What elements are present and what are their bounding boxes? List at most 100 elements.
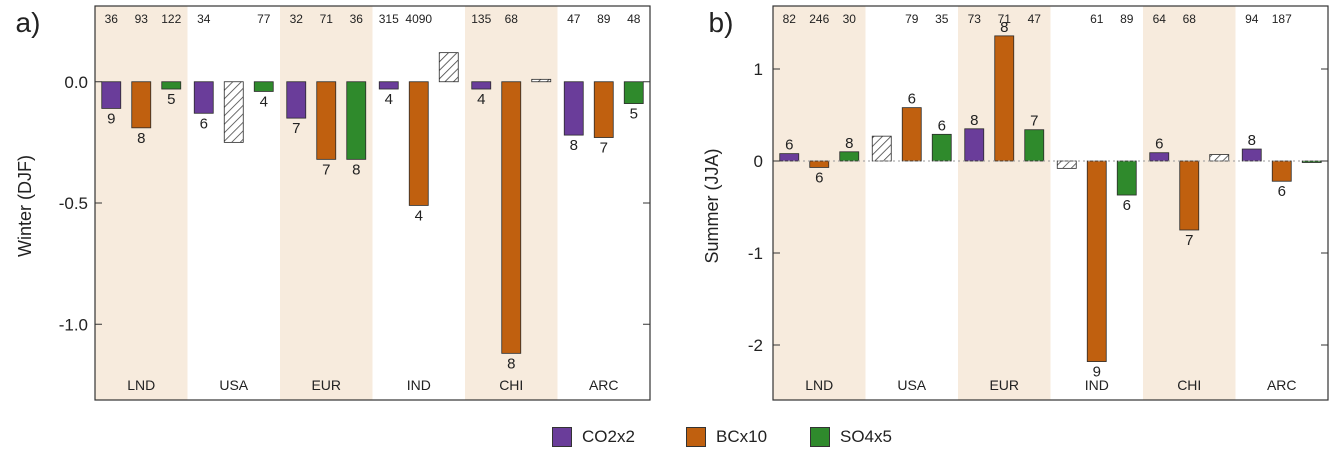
bar-so4-arc — [1301, 160, 1322, 163]
category-label-ind: IND — [407, 377, 431, 393]
top-count-label: 64 — [1153, 12, 1167, 26]
bar-label: 4 — [415, 207, 423, 224]
y-tick-label: -1 — [748, 244, 763, 263]
category-label-chi: CHI — [499, 377, 523, 393]
bar-so4-eur — [346, 81, 367, 160]
bar-co2-lnd — [779, 153, 800, 162]
top-count-label: 32 — [290, 12, 304, 26]
category-label-lnd: LND — [805, 377, 833, 393]
bar-so4-ind — [438, 52, 459, 83]
top-count-label: 36 — [350, 12, 364, 26]
bar-label: 6 — [785, 137, 793, 154]
category-label-eur: EUR — [311, 377, 341, 393]
category-label-usa: USA — [897, 377, 926, 393]
top-count-label: 82 — [783, 12, 797, 26]
bar-so4-usa — [931, 133, 952, 162]
top-count-label: 187 — [1272, 12, 1292, 26]
top-count-label: 93 — [135, 12, 149, 26]
bar-label: 8 — [845, 135, 853, 152]
top-count-label: 89 — [1120, 12, 1134, 26]
y-axis-label: Winter (DJF) — [15, 155, 35, 257]
top-count-label: 94 — [1245, 12, 1259, 26]
y-tick-label: 0.0 — [64, 73, 88, 92]
top-count-label: 77 — [257, 12, 271, 26]
y-tick-label: -0.5 — [59, 194, 88, 213]
category-label-arc: ARC — [1267, 377, 1297, 393]
bar-label: 8 — [137, 130, 145, 147]
shade-band-lnd — [95, 6, 188, 400]
bar-bc-ind — [408, 81, 429, 206]
bar-label: 7 — [1185, 232, 1193, 249]
legend-swatch-bc — [686, 427, 706, 447]
bar-bc-ind — [1086, 160, 1107, 362]
category-label-ind: IND — [1085, 377, 1109, 393]
bar-label: 5 — [630, 106, 638, 123]
bar-co2-arc — [563, 81, 584, 136]
legend-swatch-co2 — [552, 427, 572, 447]
top-count-label: 48 — [627, 12, 641, 26]
bar-label: 8 — [352, 161, 360, 178]
bar-so4-chi — [531, 78, 552, 83]
legend-swatch-so4 — [810, 427, 830, 447]
top-count-label: 246 — [809, 12, 829, 26]
top-count-label: 71 — [998, 12, 1012, 26]
category-label-usa: USA — [219, 377, 248, 393]
bar-label: 5 — [167, 91, 175, 108]
bar-bc-chi — [501, 81, 522, 354]
category-label-lnd: LND — [127, 377, 155, 393]
bar-label: 8 — [1000, 19, 1008, 36]
plot-frame — [772, 5, 1329, 401]
bar-label: 6 — [1155, 136, 1163, 153]
bar-so4-arc — [623, 81, 644, 104]
bar-label: 8 — [970, 112, 978, 129]
bar-so4-lnd — [161, 81, 182, 90]
top-count-label: 315 — [379, 12, 399, 26]
bar-so4-chi — [1209, 154, 1230, 162]
top-count-label: 30 — [843, 12, 857, 26]
top-count-label: 89 — [597, 12, 611, 26]
bar-label: 7 — [1030, 113, 1038, 130]
bar-bc-lnd — [809, 160, 830, 168]
bar-bc-usa — [223, 81, 244, 143]
bar-bc-chi — [1179, 160, 1200, 231]
bar-so4-usa — [253, 81, 274, 92]
bar-label: 4 — [477, 91, 485, 108]
bar-label: 6 — [1123, 197, 1131, 214]
top-count-label: 68 — [1183, 12, 1197, 26]
bar-so4-ind — [1116, 160, 1137, 196]
bar-label: 9 — [107, 110, 115, 127]
bar-so4-lnd — [839, 151, 860, 162]
bar-label: 6 — [200, 115, 208, 132]
bar-bc-arc — [593, 81, 614, 138]
bar-label: 8 — [507, 355, 515, 372]
bar-label: 6 — [1278, 183, 1286, 200]
category-label-arc: ARC — [589, 377, 619, 393]
bar-co2-usa — [193, 81, 214, 114]
bar-co2-ind — [378, 81, 399, 90]
top-count-label: 68 — [505, 12, 519, 26]
top-count-label: 47 — [567, 12, 581, 26]
top-count-label: 61 — [1090, 12, 1104, 26]
bar-label: 8 — [570, 137, 578, 154]
y-tick-label: -2 — [748, 336, 763, 355]
y-tick-label: 0 — [754, 152, 763, 171]
top-count-label: 34 — [197, 12, 211, 26]
y-tick-label: 1 — [754, 60, 763, 79]
top-count-label: 135 — [471, 12, 491, 26]
legend-item-so4: SO4x5 — [810, 424, 892, 450]
top-count-label: 73 — [968, 12, 982, 26]
shade-band-lnd — [773, 6, 866, 400]
legend: CO2x2 BCx10 SO4x5 — [0, 424, 1336, 450]
top-count-label: 35 — [935, 12, 949, 26]
bar-label: 6 — [938, 117, 946, 134]
bar-bc-eur — [316, 81, 337, 160]
top-count-label: 71 — [320, 12, 334, 26]
legend-label-so4: SO4x5 — [840, 427, 892, 446]
bar-label: 7 — [292, 120, 300, 137]
bar-so4-eur — [1024, 129, 1045, 162]
bar-label: 9 — [1093, 364, 1101, 381]
legend-item-bc: BCx10 — [686, 424, 767, 450]
bar-label: 4 — [260, 93, 268, 110]
